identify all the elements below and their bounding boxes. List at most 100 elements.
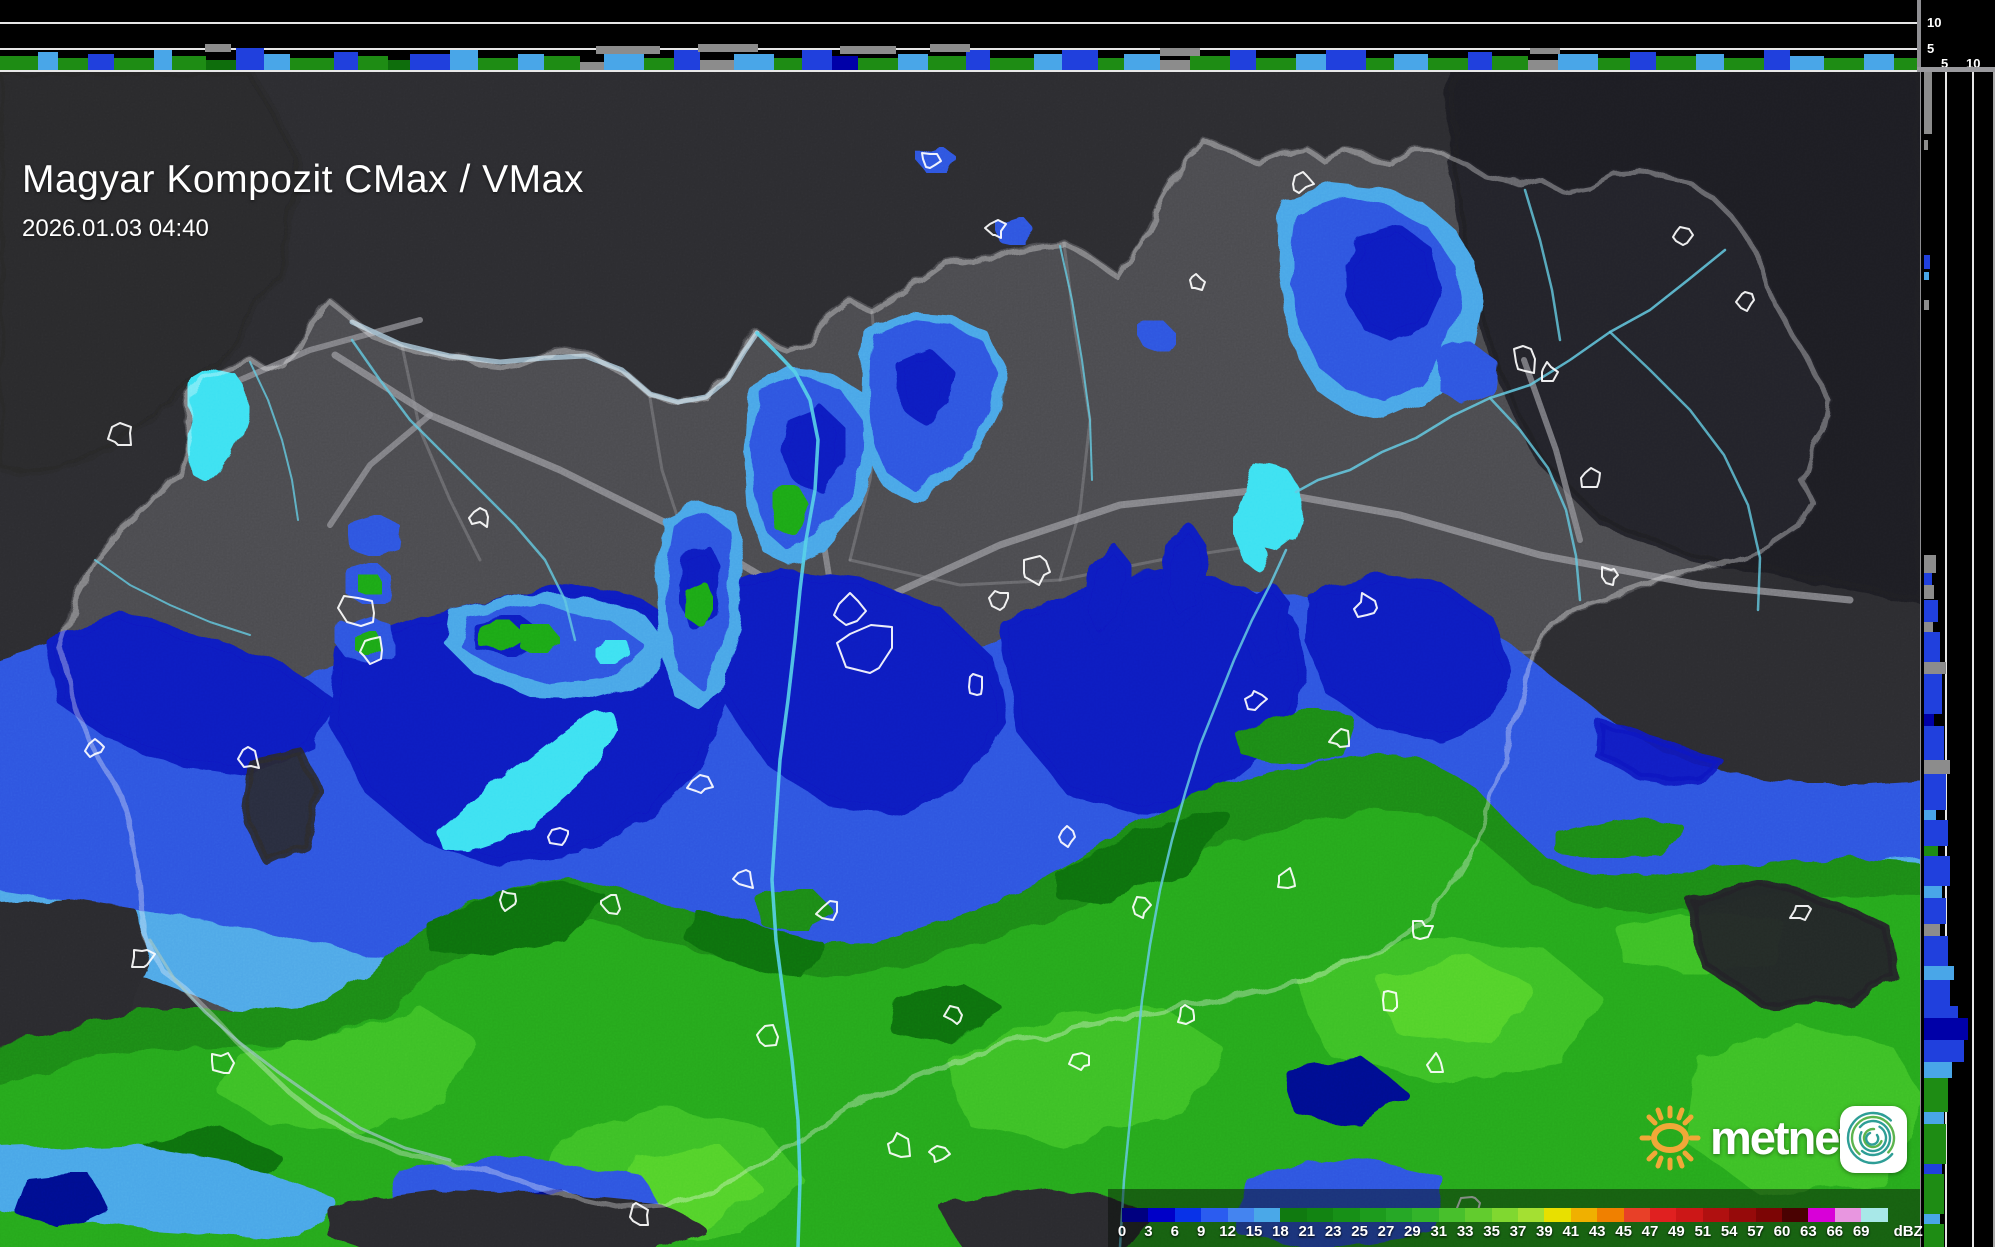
legend-swatch: [1438, 1208, 1466, 1222]
top-profile-echo-segment: [358, 56, 388, 70]
top-profile-echo-segment: [1724, 58, 1764, 70]
right-profile-echo-segment: [1924, 1214, 1940, 1224]
legend-tick-label: 63: [1800, 1223, 1817, 1240]
top-profile-gray-block: [205, 44, 231, 52]
top-profile-echo-segment: [206, 60, 236, 70]
top-profile-echo-segment: [966, 50, 990, 70]
legend-tick-label: 69: [1852, 1223, 1870, 1240]
legend-swatch: [1333, 1208, 1361, 1222]
top-profile-echo-segment: [674, 50, 700, 70]
legend-tick-label: 0: [1117, 1223, 1127, 1240]
legend-tick-label: 39: [1536, 1223, 1553, 1240]
top-profile-echo-segment: [478, 58, 518, 70]
legend-tick-label: 47: [1641, 1223, 1659, 1240]
legend-tick-label: 6: [1170, 1223, 1179, 1240]
top-profile-echo-segment: [1098, 58, 1124, 70]
top-profile-echo-segment: [38, 52, 58, 70]
top-profile-echo-segment: [734, 54, 774, 70]
top-profile-gray-block: [840, 46, 896, 54]
top-profile-echo-segment: [114, 58, 154, 70]
top-profile-echo-segment: [1428, 58, 1468, 70]
top-profile-echo-segment: [1124, 54, 1160, 70]
legend-swatch: [1465, 1208, 1493, 1222]
legend-swatch: [1280, 1208, 1308, 1222]
right-profile-echo-segment: [1924, 272, 1929, 280]
legend-tick-label: 9: [1197, 1223, 1206, 1240]
legend-swatch: [1359, 1208, 1387, 1222]
right-profile-echo-segment: [1924, 1112, 1944, 1124]
legend-tick-label: 3: [1144, 1223, 1153, 1240]
top-profile-echo-segment: [1790, 56, 1824, 70]
legend-tick-label: 54: [1720, 1223, 1738, 1240]
legend-tick-label: 23: [1324, 1223, 1342, 1240]
right-profile-echo-segment: [1924, 898, 1946, 924]
top-profile-echo-segment: [1696, 54, 1724, 70]
right-profile-echo-segment: [1924, 1040, 1964, 1062]
legend-tick-label: 31: [1430, 1223, 1448, 1240]
right-profile-echo-segment: [1924, 622, 1933, 632]
legend-tick-label: 51: [1694, 1223, 1712, 1240]
right-profile-echo-segment: [1924, 300, 1929, 310]
right-profile-echo-segment: [1924, 1006, 1958, 1018]
top-profile-echo-segment: [644, 58, 674, 70]
right-profile-echo-segment: [1924, 674, 1942, 714]
legend-tick-label: 33: [1456, 1223, 1474, 1240]
terrain-hillshade-noise: [0, 72, 1920, 1247]
profile-axis-corner: 10 5 5 10: [1921, 0, 1995, 72]
top-profile-echo-segment: [1034, 54, 1062, 70]
right-profile-echo-segment: [1924, 1224, 1944, 1247]
top-profile-echo-segment: [700, 60, 734, 70]
legend-swatch: [1597, 1208, 1625, 1222]
page-title: Magyar Kompozit CMax / VMax: [22, 158, 584, 201]
top-profile-gray-block: [1530, 48, 1560, 54]
top-profile-echo-segment: [898, 54, 928, 70]
top-profile-echo-segment: [1326, 50, 1366, 70]
right-profile-echo-segment: [1924, 255, 1930, 269]
right-profile-echo-segment: [1924, 1078, 1948, 1112]
right-profile-echo-segment: [1924, 760, 1950, 774]
top-profile-echo-segment: [1256, 58, 1296, 70]
right-profile-echo-segment: [1924, 856, 1950, 886]
legend-swatch: [1650, 1208, 1677, 1222]
top-profile-echo-segment: [1764, 50, 1790, 70]
top-profile-echo-segment: [388, 60, 410, 70]
legend-swatch: [1412, 1208, 1440, 1222]
title-block: Magyar Kompozit CMax / VMax 2026.01.03 0…: [22, 158, 584, 243]
legend-tick-label: 27: [1377, 1223, 1395, 1240]
legend-tick-label: 18: [1272, 1223, 1289, 1240]
top-profile-echo-segment: [1230, 50, 1256, 70]
top-axis-label-5: 5: [1927, 41, 1935, 56]
right-profile-gridline-10km: [1972, 72, 1974, 1247]
top-profile-echo-segment: [410, 54, 450, 70]
legend-swatch: [1570, 1208, 1598, 1222]
top-profile-echo-segment: [1160, 60, 1190, 70]
metnet-wordmark: metnet: [1710, 1110, 1854, 1164]
legend-tick-label: 57: [1747, 1223, 1764, 1240]
right-profile-echo-segment: [1924, 585, 1934, 599]
right-profile-echo-segment: [1924, 1062, 1952, 1078]
top-profile-echo-segment: [450, 50, 478, 70]
legend-swatch: [1702, 1208, 1730, 1222]
right-profile-echo-segment: [1924, 555, 1936, 573]
top-profile-echo-segment: [1296, 54, 1326, 70]
top-profile-echo-segment: [1492, 56, 1528, 70]
legend-swatch: [1782, 1208, 1809, 1222]
right-profile-echo-segment: [1924, 714, 1934, 726]
legend-swatch: [1386, 1208, 1413, 1222]
legend-swatch: [1491, 1208, 1519, 1222]
legend-swatch: [1254, 1208, 1281, 1222]
right-profile-strip: [1921, 72, 1995, 1247]
legend-tick-label: 25: [1351, 1223, 1368, 1240]
top-profile-echo-segment: [1468, 52, 1492, 70]
top-profile-echo-segment: [990, 58, 1034, 70]
legend-swatch: [1306, 1208, 1334, 1222]
top-profile-echo-segment: [1366, 58, 1394, 70]
right-profile-echo-segment: [1924, 810, 1936, 820]
cyclone-spiral-icon: [1846, 1111, 1900, 1165]
legend-tick-label: 49: [1668, 1223, 1685, 1240]
right-profile-echo-segment: [1924, 820, 1948, 846]
top-profile-gridline-10km: [0, 22, 1918, 24]
top-profile-echo-segment: [1630, 52, 1656, 70]
legend-swatch: [1122, 1208, 1149, 1222]
